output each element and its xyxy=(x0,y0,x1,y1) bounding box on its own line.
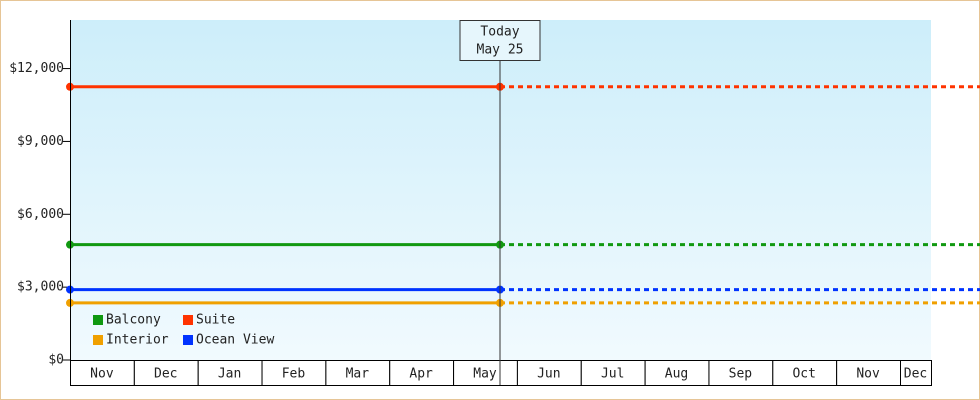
x-tick-label: Aug xyxy=(665,367,688,382)
legend-swatch xyxy=(93,315,103,325)
y-tick-label: $9,000 xyxy=(17,134,64,149)
x-cell xyxy=(836,360,902,386)
x-cell xyxy=(325,360,391,386)
legend-label: Interior xyxy=(106,333,169,348)
legend-swatch xyxy=(93,335,103,345)
today-box xyxy=(459,20,541,61)
x-tick-label: Feb xyxy=(282,367,306,382)
x-tick-label: Sep xyxy=(729,367,753,382)
x-tick-label: Nov xyxy=(856,367,880,382)
legend-swatch xyxy=(183,335,193,345)
today-date: May 25 xyxy=(477,43,524,58)
x-tick-label: May xyxy=(473,367,497,382)
y-tick-label: $12,000 xyxy=(9,61,64,76)
legend-swatch xyxy=(183,315,193,325)
x-cell xyxy=(708,360,774,386)
legend-label: Suite xyxy=(196,313,235,328)
x-cell xyxy=(70,360,135,386)
x-tick-label: Jul xyxy=(601,367,624,382)
today-label: Today xyxy=(480,25,519,40)
legend-label: Balcony xyxy=(106,313,161,328)
x-tick-label: Nov xyxy=(90,367,114,382)
y-tick-label: $6,000 xyxy=(17,207,64,222)
legend-label: Ocean View xyxy=(196,333,274,348)
x-cell xyxy=(389,360,455,386)
y-tick-label: $3,000 xyxy=(17,280,64,295)
y-tick-label: $0 xyxy=(48,353,64,368)
x-tick-label: Dec xyxy=(154,367,177,382)
x-cell xyxy=(644,360,710,386)
x-tick-label: Dec xyxy=(904,367,927,382)
x-tick-label: Mar xyxy=(346,367,370,382)
x-cell xyxy=(516,360,582,386)
x-cell xyxy=(453,360,518,386)
x-cell xyxy=(900,360,932,386)
x-tick-label: Apr xyxy=(409,367,433,382)
x-tick-label: Jan xyxy=(218,367,241,382)
x-tick-label: Jun xyxy=(537,367,560,382)
x-cell xyxy=(772,360,838,386)
x-tick-label: Oct xyxy=(792,367,815,382)
